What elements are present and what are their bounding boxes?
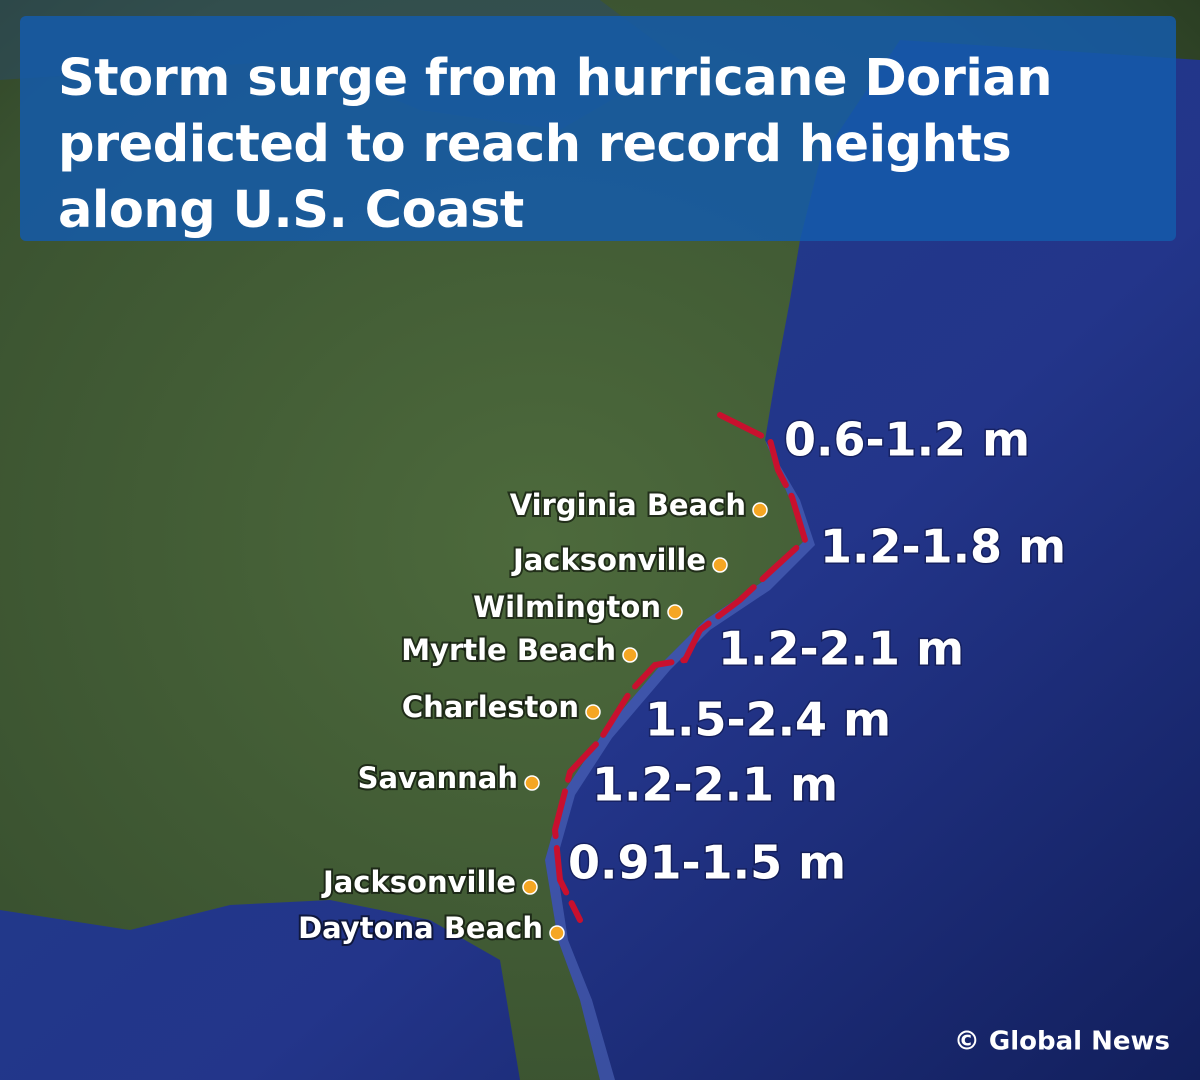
surge-label: 0.91-1.5 m: [568, 836, 846, 890]
city-dot: [522, 879, 538, 895]
city-dot: [712, 557, 728, 573]
shelf: [545, 440, 815, 1080]
surge-label: 0.6-1.2 m: [784, 413, 1030, 467]
city-dot: [585, 704, 601, 720]
city-label: Virginia Beach: [510, 488, 746, 522]
city-label: Wilmington: [473, 590, 661, 624]
surge-label: 1.2-1.8 m: [820, 520, 1066, 574]
city-dot: [752, 502, 768, 518]
city-dot: [549, 925, 565, 941]
city-label: Jacksonville: [511, 543, 706, 577]
title-box: Storm surge from hurricane Dorian predic…: [20, 16, 1176, 241]
city-label: Daytona Beach: [298, 911, 543, 945]
city-label: Charleston: [402, 690, 579, 724]
city-label: Myrtle Beach: [401, 633, 616, 667]
city-label: Jacksonville: [321, 865, 516, 899]
surge-line: [551, 412, 809, 923]
surge-label: 1.2-2.1 m: [592, 758, 838, 812]
city-dot: [622, 647, 638, 663]
surge-label: 1.2-2.1 m: [718, 622, 964, 676]
credit: © Global News: [954, 1027, 1170, 1057]
city-dot: [667, 604, 683, 620]
labels: Virginia Beach Jacksonville Wilmington Myrt…: [296, 411, 1067, 947]
city-dot: [524, 775, 540, 791]
title: Storm surge from hurricane Dorian predic…: [58, 49, 1053, 240]
surge-label: 1.5-2.4 m: [645, 693, 891, 747]
city-label: Savannah: [358, 761, 518, 795]
